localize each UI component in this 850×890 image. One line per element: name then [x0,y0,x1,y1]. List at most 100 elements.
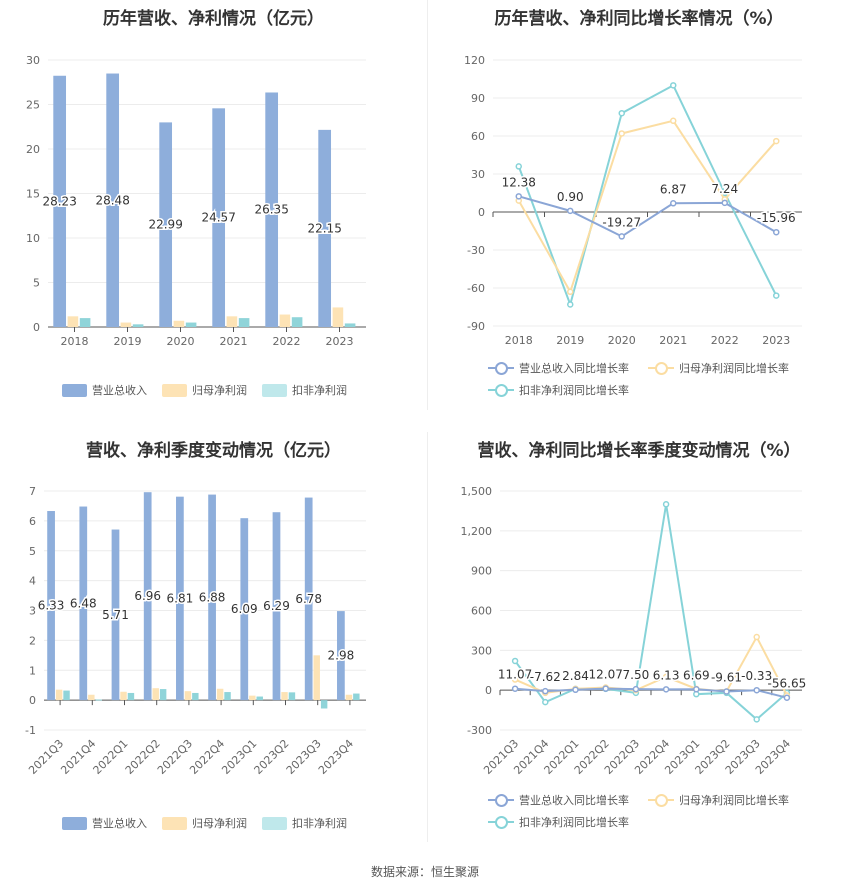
legend-item-revenue-growth[interactable]: 营业总收入同比增长率 [488,792,629,808]
data-point [662,501,670,508]
legend-swatch [62,816,87,830]
legend: 营业总收入同比增长率 归母净利润同比增长率 扣非净利润同比增长率 [428,360,850,400]
legend-swatch [648,793,674,807]
data-label: -56.65 [768,677,807,691]
legend-swatch [162,383,187,397]
bar-revenue [79,506,88,701]
data-point [618,130,625,137]
y-tick-label: 0 [33,321,40,334]
bar-revenue [47,511,55,701]
legend-label: 营业总收入 [92,817,147,830]
chart-title: 营收、净利同比增长率季度变动情况（%） [477,441,801,461]
legend-label: 归母净利润 [192,817,247,830]
bar-deducted-profit [320,700,328,709]
legend-item-revenue[interactable]: 营业总收入 [62,815,147,831]
legend-swatch [262,816,287,830]
bar-deducted-profit [132,324,144,327]
bar-deducted-profit [95,699,102,701]
quarter-line-panel: 营收、净利同比增长率季度变动情况（%） -300 0 300 600 900 1,200 1… [428,432,850,852]
legend-swatch [488,361,514,375]
legend-item-deducted-profit[interactable]: 扣非净利润 [262,815,347,831]
legend-item-deducted-profit[interactable]: 扣非净利润 [262,382,347,398]
data-label: 5.71 [102,608,129,622]
legend-item-net-profit[interactable]: 归母净利润 [162,815,247,831]
legend-item-deducted-growth[interactable]: 扣非净利润同比增长率 [488,382,629,398]
data-point [567,207,574,215]
y-tick-label: -30 [467,244,485,257]
bar-revenue [265,92,279,327]
y-tick-label: -90 [467,320,485,333]
data-label: 2.98 [328,649,355,663]
quarter-bar-chart: -1012345672021Q36.332021Q46.482022Q15.71… [25,485,366,777]
data-source: 数据来源：恒生聚源 [370,865,479,879]
x-tick-label: 2018 [505,334,533,347]
data-label: -9.61 [711,670,742,684]
data-label: 0.90 [557,190,584,204]
y-tick-label: 90 [471,92,485,105]
bar-revenue [318,129,332,327]
legend-label: 归母净利润同比增长率 [679,362,789,375]
bar-deducted-profit [63,690,70,701]
x-tick-label: 2023Q4 [316,737,356,777]
legend-item-net-growth[interactable]: 归母净利润同比增长率 [648,360,789,376]
y-tick-label: 6 [29,515,36,528]
bar-deducted-profit [344,323,356,327]
bar-deducted-profit [79,318,91,327]
data-point [515,193,522,200]
bar-net-profit [184,691,192,701]
x-tick-label: 2023 [762,334,790,347]
bar-net-profit [67,316,79,327]
bar-revenue [208,494,216,701]
legend-label: 归母净利润 [192,384,247,397]
bar-net-profit [173,320,185,327]
y-tick-label: 1,500 [461,485,493,498]
y-tick-label: -60 [467,282,485,295]
bar-net-profit [152,688,159,701]
bar-revenue [304,497,313,701]
y-tick-label: 5 [33,277,40,290]
legend-label: 扣非净利润同比增长率 [519,816,629,829]
series-line-net-growth [517,119,777,295]
data-point [773,228,780,236]
x-tick-label: 2019 [556,334,584,347]
data-point [693,686,700,693]
data-label: 22.99 [148,218,182,232]
legend-item-net-growth[interactable]: 归母净利润同比增长率 [648,792,789,808]
legend-item-deducted-growth[interactable]: 扣非净利润同比增长率 [488,814,629,830]
y-tick-label: -300 [467,724,492,737]
legend-swatch [488,383,514,397]
data-point [670,82,677,89]
data-point [618,109,625,117]
y-tick-label: 25 [26,99,40,112]
divider [427,0,428,410]
data-point [542,687,549,695]
data-point [723,688,730,695]
y-tick-label: 20 [26,143,40,156]
bar-revenue [176,496,184,701]
y-tick-label: 120 [464,54,485,67]
data-label: -19.27 [602,215,641,229]
legend: 营业总收入同比增长率 归母净利润同比增长率 扣非净利润同比增长率 [428,792,850,832]
legend-item-revenue[interactable]: 营业总收入 [62,382,147,398]
data-label: 6.78 [295,592,322,606]
annual-bar-chart: 0 5 10 15 20 25 30 2018 28.23 2019 28.48 2020 22.99 2… [26,54,366,348]
bar-net-profit [120,691,127,701]
data-label: 6.96 [134,589,161,603]
legend-item-net-profit[interactable]: 归母净利润 [162,382,247,398]
y-tick-label: 60 [471,130,485,143]
y-tick-label: 2 [29,634,36,647]
bar-net-profit [332,307,344,327]
data-label: -0.33 [741,669,772,683]
bar-deducted-profit [256,696,263,701]
annual-bar-panel: 历年营收、净利情况（亿元） 0 5 10 15 20 25 30 2018 28.23 2019 2… [0,0,427,410]
legend-swatch [488,793,514,807]
data-label: 22.15 [307,221,341,235]
bar-deducted-profit [238,318,250,327]
legend-item-revenue-growth[interactable]: 营业总收入同比增长率 [488,360,629,376]
data-point [572,686,579,694]
data-point [618,233,625,240]
data-label: 12.07 [589,668,623,682]
y-tick-label: 0 [29,694,36,707]
data-label: 12.38 [502,175,536,189]
legend-swatch [162,816,187,830]
